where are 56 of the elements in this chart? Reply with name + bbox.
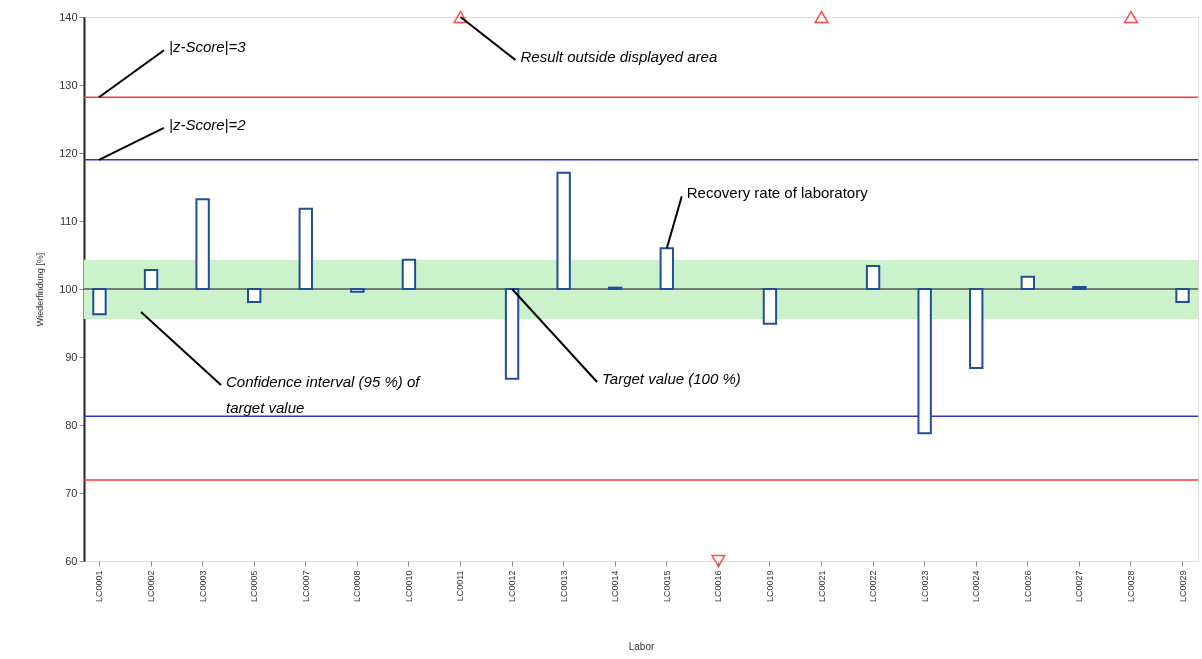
annotation: |z-Score|=2 bbox=[169, 115, 247, 133]
annotation: Confidence interval (95 %) of target value bbox=[226, 373, 422, 416]
x-axis-title: Labor bbox=[628, 641, 655, 653]
bar bbox=[247, 288, 262, 303]
x-tick-label: LC0027 bbox=[1074, 570, 1085, 603]
x-tick-label: LC0021 bbox=[816, 570, 827, 603]
x-tick-label: LC0028 bbox=[1125, 570, 1136, 603]
x-tick-label: LC0024 bbox=[971, 570, 982, 603]
bar bbox=[1072, 285, 1087, 290]
x-tick-label: LC0023 bbox=[919, 570, 930, 603]
x-tick-label: LC0002 bbox=[146, 570, 157, 603]
annotation: Recovery rate of laboratory bbox=[686, 184, 869, 202]
x-tick-label: LC0001 bbox=[94, 570, 105, 603]
y-tick-label: 120 bbox=[59, 146, 78, 159]
y-tick-label: 80 bbox=[65, 418, 78, 431]
bar bbox=[1175, 288, 1190, 303]
x-tick-label: LC0015 bbox=[661, 570, 672, 603]
annotation: Target value (100 %) bbox=[602, 370, 741, 387]
x-tick-label: LC0016 bbox=[713, 570, 724, 603]
x-tick-label: LC0011 bbox=[455, 570, 466, 602]
y-tick-label: 100 bbox=[59, 282, 78, 295]
x-tick-label: LC0008 bbox=[352, 570, 363, 603]
x-tick-label: LC0019 bbox=[764, 570, 775, 603]
bar bbox=[1020, 275, 1035, 290]
bar bbox=[556, 171, 571, 290]
x-tick-label: LC0012 bbox=[507, 570, 518, 603]
x-tick-label: LC0026 bbox=[1022, 570, 1033, 603]
annotation: |z-Score|=3 bbox=[169, 38, 247, 56]
y-axis-title: Wiederfindung [%] bbox=[35, 252, 46, 327]
bar bbox=[504, 288, 520, 380]
y-tick-label: 110 bbox=[59, 214, 78, 227]
x-tick-label: LC0029 bbox=[1177, 570, 1188, 603]
bar bbox=[92, 288, 107, 316]
x-tick-label: LC0003 bbox=[197, 570, 208, 603]
bar bbox=[298, 207, 313, 290]
y-tick-label: 140 bbox=[59, 10, 78, 23]
annotation: Result outside displayed area bbox=[520, 48, 718, 65]
x-tick-label: LC0007 bbox=[300, 570, 311, 603]
bar bbox=[350, 288, 365, 293]
x-tick-label: LC0014 bbox=[610, 570, 621, 603]
y-tick-label: 60 bbox=[65, 554, 78, 567]
bar bbox=[865, 264, 881, 290]
bar bbox=[195, 198, 210, 290]
x-tick-label: LC0013 bbox=[558, 570, 569, 603]
bar bbox=[917, 288, 932, 435]
bar bbox=[143, 268, 159, 290]
bar bbox=[762, 288, 778, 325]
y-tick-label: 130 bbox=[59, 78, 78, 91]
bar bbox=[401, 258, 417, 290]
bar bbox=[969, 288, 984, 369]
x-tick-label: LC0022 bbox=[868, 570, 879, 603]
y-tick-label: 90 bbox=[65, 350, 78, 363]
y-tick-label: 70 bbox=[65, 486, 78, 499]
x-tick-label: LC0005 bbox=[249, 570, 260, 603]
x-tick-label: LC0010 bbox=[403, 570, 414, 603]
bar bbox=[659, 247, 674, 290]
